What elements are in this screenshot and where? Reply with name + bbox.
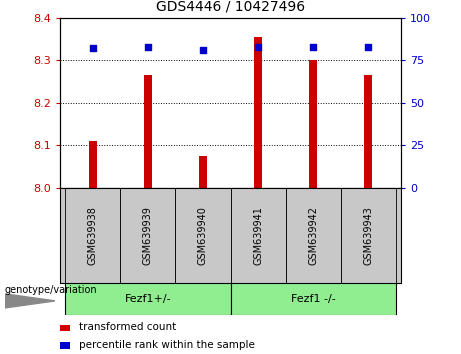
Bar <box>341 188 396 283</box>
Bar <box>199 156 207 188</box>
Bar <box>176 188 230 283</box>
Polygon shape <box>5 294 55 308</box>
Bar <box>364 75 372 188</box>
Text: GSM639939: GSM639939 <box>143 206 153 265</box>
Bar <box>285 188 341 283</box>
Text: GSM639942: GSM639942 <box>308 206 318 265</box>
Point <box>364 44 372 50</box>
Point <box>254 44 262 50</box>
Text: GSM639938: GSM639938 <box>88 206 98 265</box>
Bar <box>144 75 152 188</box>
Text: GSM639943: GSM639943 <box>363 206 373 265</box>
Point <box>89 45 97 51</box>
Text: GSM639940: GSM639940 <box>198 206 208 265</box>
Point <box>199 47 207 53</box>
Bar <box>309 60 317 188</box>
Bar <box>65 283 230 315</box>
Text: genotype/variation: genotype/variation <box>5 285 97 295</box>
Bar <box>65 188 120 283</box>
Text: transformed count: transformed count <box>79 322 176 332</box>
Point <box>309 44 317 50</box>
Text: Fezf1+/-: Fezf1+/- <box>124 294 171 304</box>
Bar <box>60 325 70 331</box>
Bar <box>120 188 176 283</box>
Text: GSM639941: GSM639941 <box>253 206 263 265</box>
Text: percentile rank within the sample: percentile rank within the sample <box>79 340 254 350</box>
Bar <box>230 283 396 315</box>
Bar <box>60 342 70 349</box>
Bar <box>254 37 262 188</box>
Text: Fezf1 -/-: Fezf1 -/- <box>290 294 336 304</box>
Bar <box>89 141 97 188</box>
Title: GDS4446 / 10427496: GDS4446 / 10427496 <box>156 0 305 14</box>
Point <box>144 44 152 50</box>
Bar <box>230 188 285 283</box>
